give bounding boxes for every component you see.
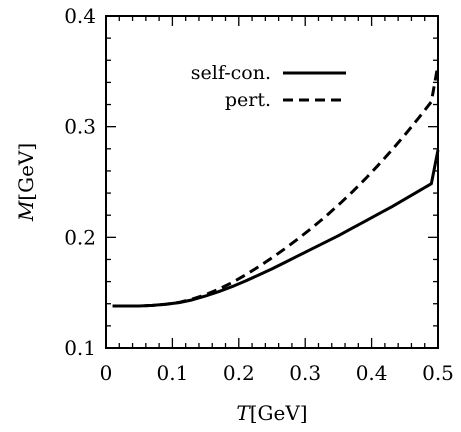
series-line-pert — [112, 64, 440, 308]
x-tick-label: 0 — [100, 361, 113, 385]
legend-label: self-con. — [191, 62, 271, 84]
x-tick-label: 0.4 — [356, 361, 388, 385]
legend-label: pert. — [225, 89, 271, 111]
x-tick-label: 0.2 — [223, 361, 255, 385]
series-layer — [112, 64, 440, 308]
plot-frame — [105, 15, 439, 349]
y-axis-title: M[GeV] — [14, 143, 38, 222]
x-tick-label: 0.3 — [289, 361, 321, 385]
y-tick-label: 0.2 — [64, 225, 96, 249]
y-tick-label: 0.3 — [64, 115, 96, 139]
legend: self-con. pert. — [191, 62, 346, 111]
y-tick-label: 0.4 — [64, 4, 96, 28]
series-line-self-con — [112, 149, 440, 308]
x-tick-label: 0.1 — [156, 361, 188, 385]
axis-ticks — [105, 15, 439, 349]
y-axis-unit: [GeV] — [14, 143, 38, 201]
x-axis-unit: [GeV] — [250, 401, 308, 425]
x-axis-title: T[GeV] — [236, 401, 307, 425]
x-tick-label: 0.5 — [422, 361, 454, 385]
y-tick-label: 0.1 — [64, 336, 96, 360]
axis-tick-labels: 0 0.1 0.2 0.3 0.4 0.50.10.20.30.4 — [64, 4, 454, 385]
y-axis-symbol: M — [14, 200, 38, 222]
x-axis-symbol: T — [236, 401, 251, 425]
